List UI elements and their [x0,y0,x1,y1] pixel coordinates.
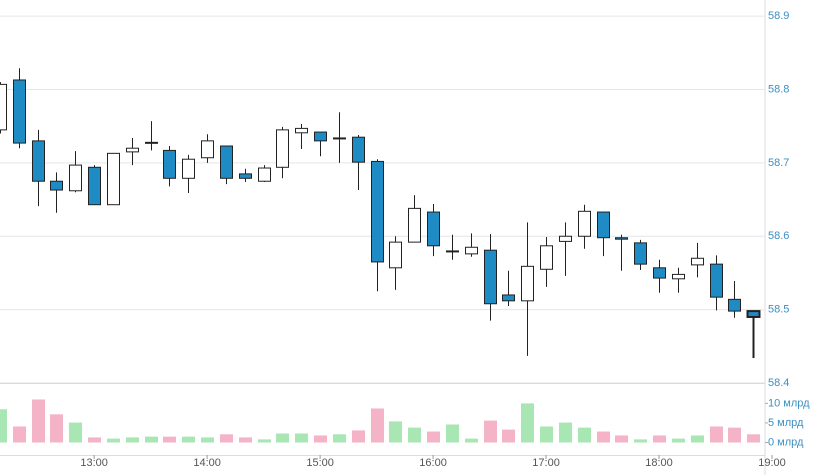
volume-bar [201,437,214,443]
candle-body [50,180,63,191]
volume-bar [126,437,139,443]
volume-bar [220,434,233,443]
volume-bar [145,436,158,443]
candle-body [333,137,346,140]
volume-bar [710,426,723,443]
candle-body [107,152,120,206]
candle-body [446,250,459,253]
volume-bar [521,403,534,443]
candle-body [145,141,158,144]
volume-bar [258,439,271,443]
volume-bar [182,436,195,443]
volume-bar [32,399,45,443]
candle-body [746,310,761,318]
volume-bar [691,435,704,443]
volume-bar [672,438,685,443]
x-tick-label: 18:00 [645,457,673,469]
x-tick-label: 16:00 [419,457,447,469]
candle-body [691,257,704,266]
volume-bar [107,438,120,443]
y-tick-label: 58.9 [768,10,789,22]
y-tick-label: 58.6 [768,230,789,242]
volume-bar [446,424,459,443]
volume-bar [276,433,289,443]
candle-body [427,211,440,247]
candle-body [163,149,176,179]
volume-bar [13,426,26,443]
candle-body [559,235,572,242]
volume-bar [295,433,308,443]
volume-bar [314,435,327,443]
candle-body [389,241,402,269]
volume-tick-label: 5 млрд [768,417,804,429]
volume-bar [615,435,628,443]
candle-body [465,246,478,255]
volume-bar [389,421,402,443]
volume-bar [578,427,591,443]
volume-bar [465,438,478,443]
y-tick-label: 58.8 [768,83,789,95]
volume-bar [408,427,421,443]
candle-body [220,145,233,179]
y-tick-label: 58.5 [768,304,789,316]
candle-body [258,167,271,182]
volume-bar [540,426,553,443]
candle-body [634,242,647,265]
x-tick-label: 14:00 [193,457,221,469]
x-tick-label: 17:00 [532,457,560,469]
candle-body [182,158,195,179]
candle-body [352,136,365,163]
volume-bar [239,437,252,443]
volume-bar [371,408,384,443]
volume-bar [502,429,515,443]
candle-body [13,79,26,144]
volume-bar [0,409,7,443]
volume-bar [50,414,63,443]
volume-bar [728,427,741,443]
x-tick-label: 15:00 [306,457,334,469]
volume-bar [352,430,365,443]
volume-bar [427,431,440,443]
candle-body [653,267,666,279]
volume-bar [333,434,346,443]
candle-body [314,131,327,142]
candle-body [597,211,610,239]
volume-tick-label: 10 млрд [768,397,810,409]
x-tick-label: 19:00 [758,457,786,469]
volume-bar [747,434,760,443]
candle-body [295,127,308,134]
y-tick-label: 58.4 [768,377,789,389]
volume-bar [559,422,572,443]
x-tick-label: 13:00 [80,457,108,469]
candle-body [578,210,591,237]
candle-body [521,265,534,302]
candle-body [201,140,214,159]
volume-bar [163,436,176,443]
candle-body [728,298,741,312]
candle-body [371,160,384,263]
candle-body [69,164,82,192]
candle-body [484,249,497,305]
candle-body [672,273,685,280]
candle-body [408,207,421,243]
volume-bar [653,435,666,443]
candle-body [126,147,139,153]
volume-bar [634,439,647,443]
candle-body [88,166,101,206]
candle-body [276,129,289,168]
volume-bar [484,420,497,443]
candle-body [502,294,515,302]
candle-body [239,173,252,179]
volume-bar [597,431,610,443]
candle-body [0,83,7,131]
volume-bar [88,437,101,443]
candle-body [615,237,628,240]
y-tick-label: 58.7 [768,157,789,169]
candle-body [540,245,553,270]
volume-tick-label: 0 млрд [768,436,804,448]
volume-bar [69,422,82,443]
candle-body [32,140,45,182]
candle-body [710,263,723,298]
